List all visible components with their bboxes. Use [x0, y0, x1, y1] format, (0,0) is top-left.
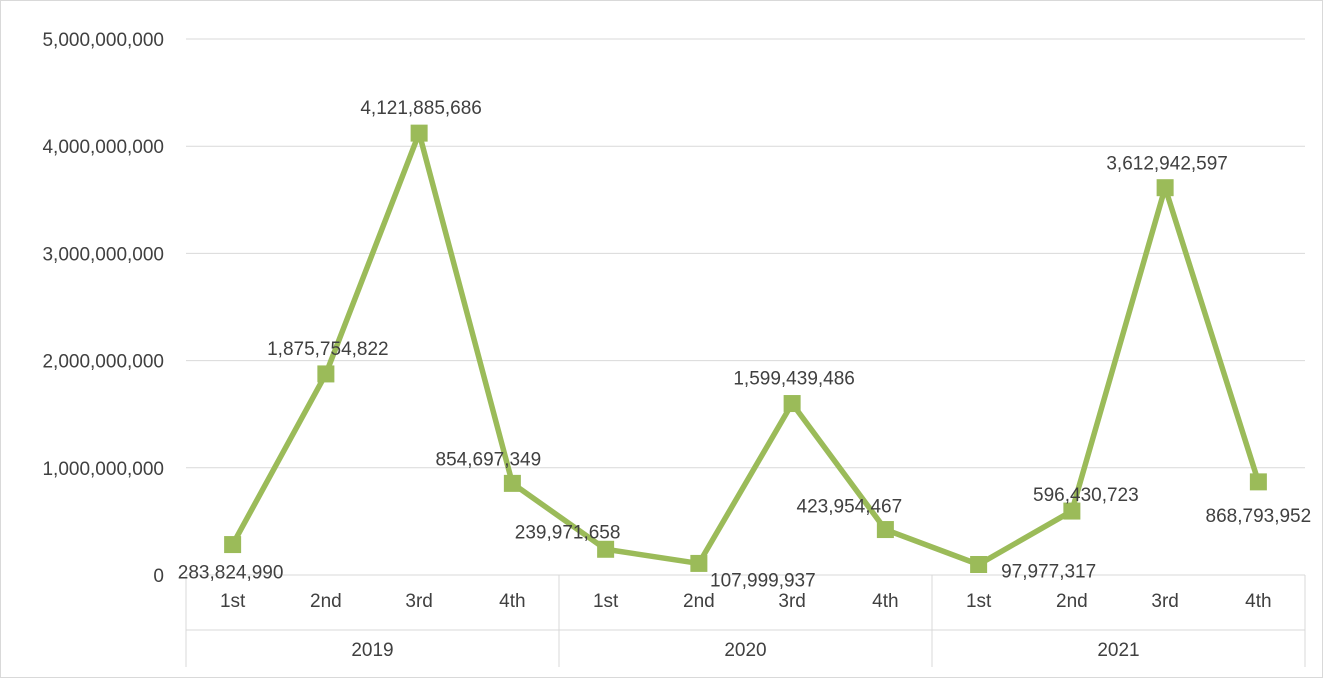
y-tick-label: 3,000,000,000 [42, 244, 164, 265]
data-point-marker [970, 555, 988, 573]
data-label: 1,599,439,486 [733, 369, 855, 390]
x-tick-label: 4th [499, 591, 525, 612]
data-label: 283,824,990 [178, 563, 284, 584]
y-tick-label: 0 [153, 566, 164, 587]
data-point-marker [783, 395, 801, 413]
data-label: 3,612,942,597 [1106, 154, 1228, 175]
x-tick-label: 1st [593, 591, 619, 612]
series-markers [224, 124, 1267, 573]
x-group-label: 2020 [724, 640, 766, 661]
data-point-marker [876, 521, 894, 539]
data-point-marker [410, 124, 428, 142]
data-point-marker [690, 554, 708, 572]
x-tick-label: 3rd [778, 591, 805, 612]
data-point-marker [1063, 502, 1081, 520]
data-point-marker [317, 365, 335, 383]
data-label: 1,875,754,822 [267, 339, 389, 360]
x-group-label: 2021 [1097, 640, 1139, 661]
x-tick-label: 4th [872, 591, 898, 612]
data-label: 868,793,952 [1206, 506, 1312, 527]
data-point-marker [1156, 179, 1174, 197]
data-label: 596,430,723 [1033, 485, 1139, 506]
data-point-marker [224, 536, 242, 554]
data-label: 107,999,937 [710, 570, 816, 591]
x-group-label: 2019 [351, 640, 393, 661]
x-tick-label: 2nd [683, 591, 715, 612]
x-tick-label: 4th [1245, 591, 1271, 612]
x-tick-label: 3rd [1151, 591, 1178, 612]
y-tick-label: 4,000,000,000 [42, 137, 164, 158]
data-label: 97,977,317 [1001, 561, 1096, 582]
data-label: 239,971,658 [515, 522, 621, 543]
data-point-marker [503, 474, 521, 492]
series-line-group [229, 130, 1262, 568]
category-axis: 1st 2nd 3rd 4th 1st 2nd 3rd 4th 1st 2nd 3rd 4th 2019… [185, 574, 1306, 667]
data-point-marker [1249, 473, 1267, 491]
x-tick-label: 1st [966, 591, 992, 612]
data-labels: 283,824,990 1,875,754,822 4,121,885,686 854… [178, 98, 1311, 591]
data-point-marker [597, 540, 615, 558]
y-tick-label: 1,000,000,000 [42, 459, 164, 480]
x-tick-label: 1st [220, 591, 246, 612]
x-tick-label: 2nd [1056, 591, 1088, 612]
x-tick-label: 2nd [310, 591, 342, 612]
y-tick-label: 2,000,000,000 [42, 352, 164, 373]
data-label: 854,697,349 [436, 449, 542, 470]
data-label: 423,954,467 [797, 497, 903, 518]
y-tick-label: 5,000,000,000 [42, 30, 164, 51]
y-axis-tick-labels: 0 1,000,000,000 2,000,000,000 3,000,000,000… [42, 30, 164, 587]
x-tick-label: 3rd [405, 591, 432, 612]
data-label: 4,121,885,686 [360, 98, 482, 119]
series-line [229, 130, 1262, 568]
